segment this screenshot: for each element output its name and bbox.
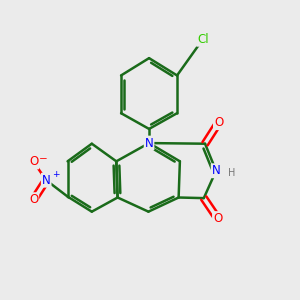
Text: −: − [39, 154, 48, 164]
Text: Cl: Cl [197, 33, 209, 46]
Text: N: N [212, 164, 220, 177]
Text: O: O [29, 193, 38, 206]
Text: N: N [42, 174, 51, 187]
Text: O: O [29, 155, 38, 169]
Text: +: + [52, 170, 59, 179]
Text: N: N [145, 136, 153, 150]
Text: O: O [213, 212, 222, 225]
Text: O: O [214, 116, 223, 129]
Text: H: H [228, 168, 235, 178]
